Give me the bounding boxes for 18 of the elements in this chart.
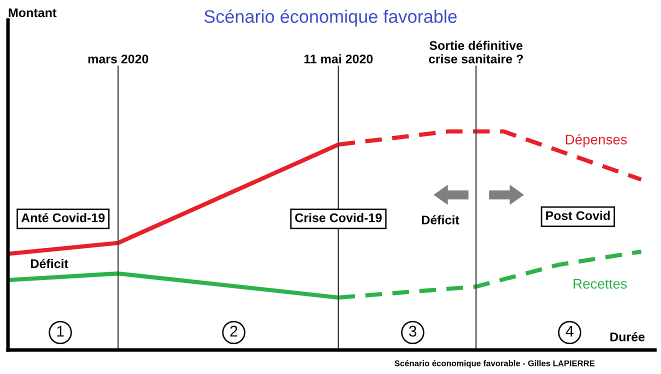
chart-title: Scénario économique favorable	[204, 9, 457, 27]
text: Sortie définitive crise sanitaire ?	[428, 40, 523, 64]
annotation: Anté Covid-19	[21, 212, 105, 222]
annotation: Crise Covid-19	[295, 213, 382, 222]
annotation: Post Covid	[546, 210, 610, 220]
annotation: 2	[230, 326, 238, 336]
annotation: 1	[57, 326, 64, 336]
annotation: 4	[566, 326, 574, 336]
text: Montant	[8, 8, 56, 18]
text: 11 mai 2020	[304, 54, 373, 64]
annotation: Déficit	[31, 258, 68, 268]
annotation: 3	[409, 326, 416, 337]
series-label: Recettes	[574, 279, 627, 289]
x-axis-title: Durée	[610, 332, 645, 342]
annotation: Déficit	[422, 215, 460, 224]
text: mars 2020	[88, 54, 148, 64]
series-label: Dépenses	[566, 134, 627, 148]
text: Scénario économique favorable - Gilles LAPIERRE	[394, 360, 595, 368]
